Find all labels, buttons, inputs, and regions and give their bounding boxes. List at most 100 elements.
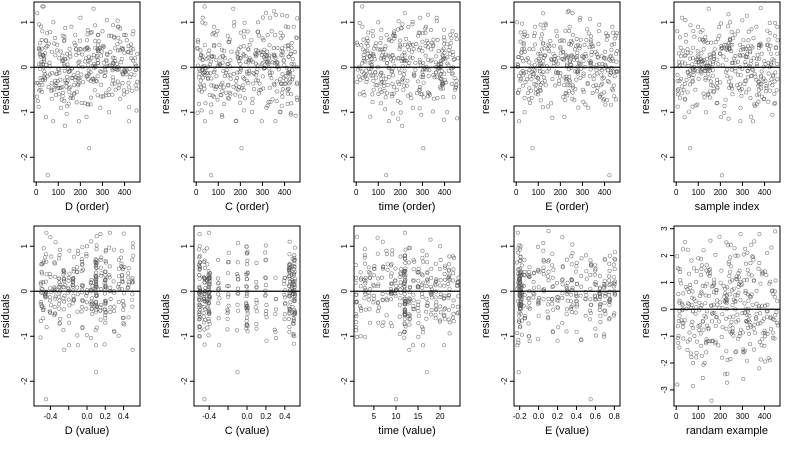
data-point bbox=[688, 23, 693, 28]
data-point bbox=[676, 64, 681, 69]
data-point bbox=[548, 38, 553, 43]
data-point bbox=[764, 314, 769, 319]
data-point bbox=[201, 296, 206, 301]
data-point bbox=[61, 285, 66, 290]
data-point bbox=[41, 57, 46, 62]
data-point bbox=[397, 314, 402, 319]
data-point bbox=[420, 31, 425, 36]
data-point bbox=[381, 320, 386, 325]
data-point bbox=[358, 77, 363, 82]
data-point bbox=[567, 78, 572, 83]
data-point bbox=[718, 80, 723, 85]
data-point bbox=[273, 119, 278, 124]
x-axis-label: randam example bbox=[686, 425, 768, 437]
data-point bbox=[712, 310, 717, 315]
data-point bbox=[75, 285, 80, 290]
data-point bbox=[448, 32, 453, 37]
data-point bbox=[381, 57, 386, 62]
data-point bbox=[402, 42, 407, 47]
data-point bbox=[279, 49, 284, 54]
data-point bbox=[755, 52, 760, 57]
data-point bbox=[675, 29, 680, 34]
data-point bbox=[245, 71, 250, 76]
data-point bbox=[427, 68, 432, 73]
data-point bbox=[535, 301, 540, 306]
data-point bbox=[362, 290, 367, 295]
data-point bbox=[712, 282, 717, 287]
data-point bbox=[589, 44, 594, 49]
data-point bbox=[773, 45, 778, 50]
data-point bbox=[579, 273, 584, 278]
data-point bbox=[376, 320, 381, 325]
data-point bbox=[286, 86, 291, 91]
data-point bbox=[704, 263, 709, 268]
data-point bbox=[52, 41, 57, 46]
data-point bbox=[713, 341, 718, 346]
x-tick-label: 0.2 bbox=[552, 412, 564, 421]
data-point bbox=[94, 299, 99, 304]
data-point bbox=[754, 24, 759, 29]
data-point bbox=[522, 110, 527, 115]
data-point bbox=[527, 68, 532, 73]
data-point bbox=[437, 319, 442, 324]
data-point bbox=[541, 248, 546, 253]
data-point bbox=[264, 105, 269, 110]
data-point bbox=[677, 313, 682, 318]
data-point bbox=[287, 306, 292, 311]
data-point bbox=[740, 330, 745, 335]
data-point bbox=[262, 52, 267, 57]
data-point bbox=[564, 257, 569, 262]
data-point bbox=[585, 27, 590, 32]
data-point bbox=[558, 46, 563, 51]
data-point bbox=[99, 82, 104, 87]
data-point bbox=[540, 41, 545, 46]
data-point bbox=[108, 296, 113, 301]
data-point bbox=[593, 326, 598, 331]
data-point bbox=[40, 29, 45, 34]
data-point bbox=[581, 89, 586, 94]
data-point bbox=[737, 268, 742, 273]
data-point bbox=[53, 296, 58, 301]
data-point bbox=[254, 326, 259, 331]
data-point bbox=[522, 316, 527, 321]
data-point bbox=[37, 51, 42, 56]
data-point bbox=[62, 34, 67, 39]
data-point bbox=[704, 309, 709, 314]
data-point bbox=[451, 298, 456, 303]
data-point bbox=[545, 64, 550, 69]
data-point bbox=[685, 247, 690, 252]
data-point bbox=[122, 88, 127, 93]
data-point bbox=[358, 270, 363, 275]
data-point bbox=[389, 292, 394, 297]
data-point bbox=[394, 283, 399, 288]
data-point bbox=[364, 80, 369, 85]
data-point bbox=[613, 292, 618, 297]
data-point bbox=[723, 69, 728, 74]
data-point bbox=[207, 230, 212, 235]
data-point bbox=[767, 358, 772, 363]
y-tick-label: 1 bbox=[500, 243, 509, 248]
data-point bbox=[685, 47, 690, 52]
data-point bbox=[597, 307, 602, 312]
data-point bbox=[284, 13, 289, 18]
data-point bbox=[721, 54, 726, 59]
data-point bbox=[718, 21, 723, 26]
data-point bbox=[603, 294, 608, 299]
data-point bbox=[712, 54, 717, 59]
data-point bbox=[588, 17, 593, 22]
data-point bbox=[772, 58, 777, 63]
data-point bbox=[231, 23, 236, 28]
data-point bbox=[129, 42, 134, 47]
data-point bbox=[681, 48, 686, 53]
data-point bbox=[421, 280, 426, 285]
data-point bbox=[206, 51, 211, 56]
data-point bbox=[608, 296, 613, 301]
data-point bbox=[443, 317, 448, 322]
data-point bbox=[62, 38, 67, 43]
data-point bbox=[428, 237, 433, 242]
data-point bbox=[411, 298, 416, 303]
data-point bbox=[410, 55, 415, 60]
data-point bbox=[603, 102, 608, 107]
data-point bbox=[759, 269, 764, 274]
data-point bbox=[608, 102, 613, 107]
